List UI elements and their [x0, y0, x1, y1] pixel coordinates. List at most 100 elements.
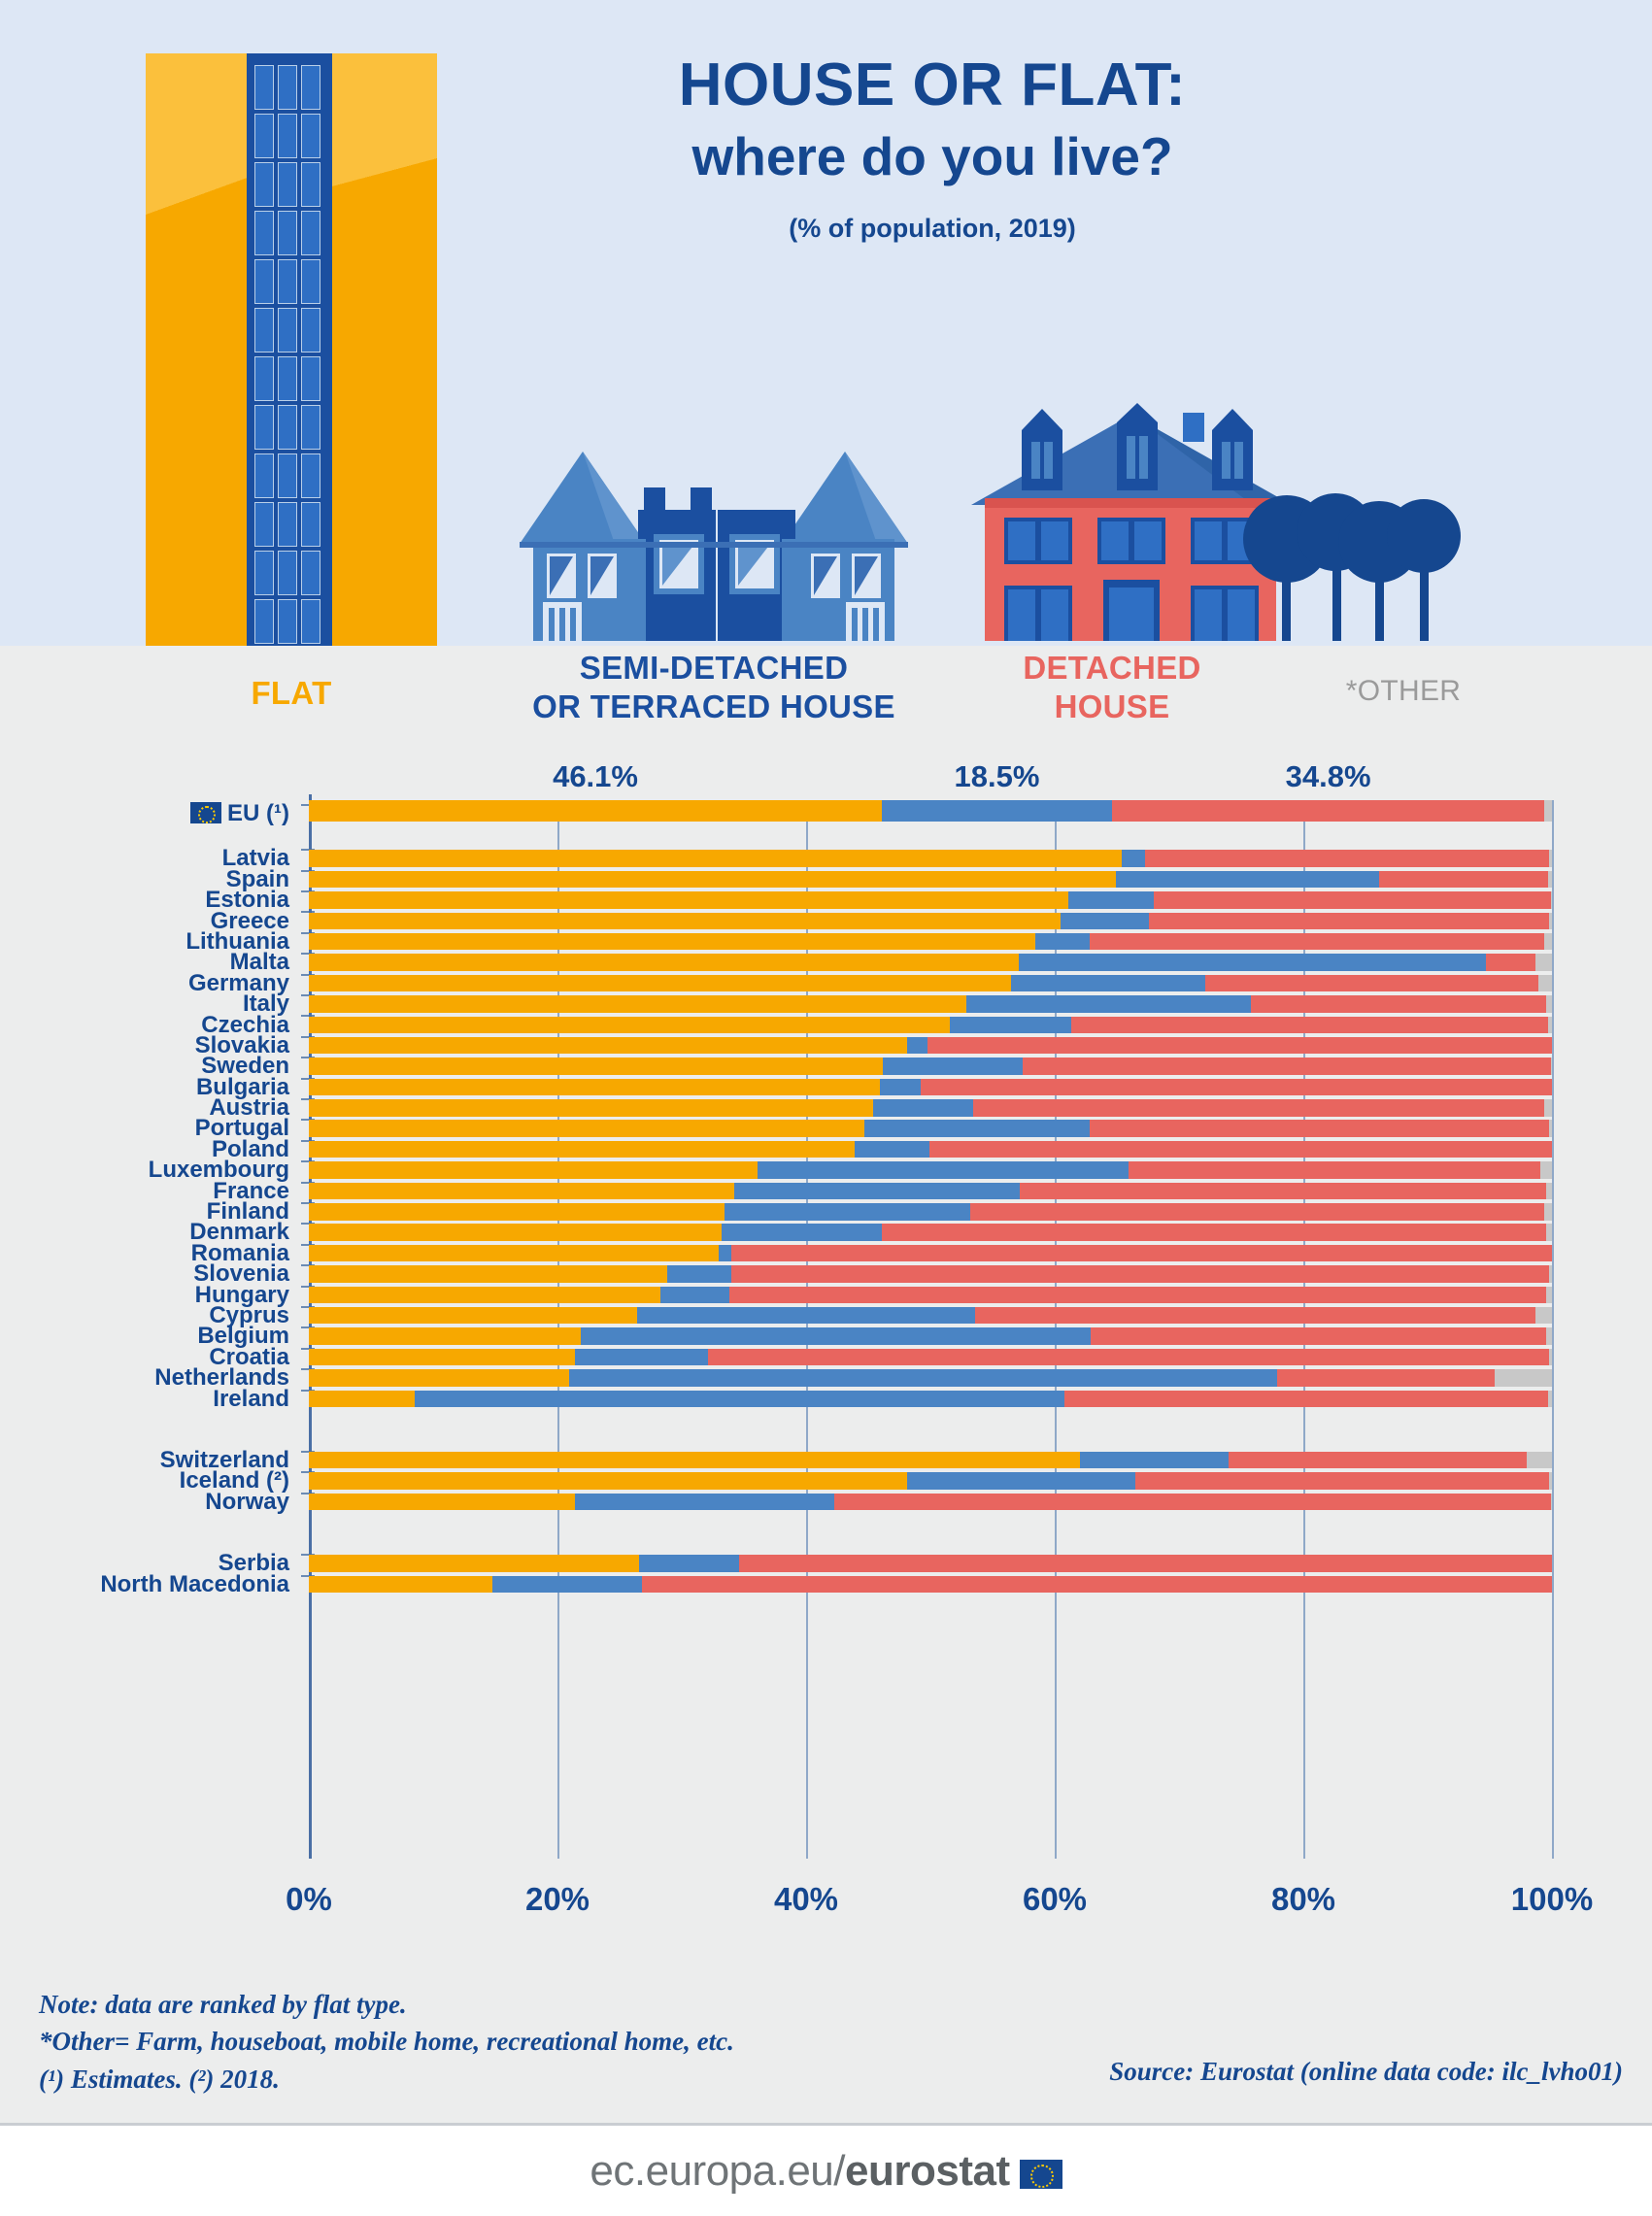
stacked-bar — [309, 1555, 1552, 1572]
row-label-country: Germany — [187, 969, 289, 996]
bar-segment-detached — [1128, 1161, 1541, 1179]
row-label-country: Greece — [210, 907, 289, 934]
bar-row — [309, 1263, 1552, 1284]
flat-tower-illustration — [146, 53, 437, 646]
bar-row — [309, 1201, 1552, 1222]
bar-segment-semi — [906, 1472, 1136, 1490]
bar-segment-other — [1548, 870, 1552, 889]
bar-segment-semi — [1122, 850, 1146, 867]
bar-segment-other — [1495, 1369, 1552, 1387]
row-label-country: Estonia — [205, 887, 289, 914]
legend-label-detached-line1: DETACHED — [1023, 650, 1201, 686]
y-axis-tick — [301, 1201, 315, 1204]
bar-row — [309, 1574, 1552, 1595]
y-axis-tick — [301, 1057, 315, 1059]
bar-segment-flat — [309, 1369, 569, 1387]
bar-row — [309, 1389, 1552, 1409]
bar-segment-other — [1549, 1120, 1552, 1137]
bar-segment-other — [1549, 912, 1552, 930]
bar-segment-other — [1549, 1472, 1552, 1490]
stacked-bar — [309, 1078, 1552, 1096]
row-label-country: Bulgaria — [195, 1073, 289, 1100]
bar-segment-semi — [639, 1555, 739, 1572]
tower-window — [278, 114, 297, 158]
bar-segment-detached — [1091, 1327, 1546, 1345]
bar-segment-flat — [309, 1451, 1080, 1469]
stacked-bar — [309, 1244, 1552, 1262]
legend: FLAT SEMI-DETACHED OR TERRACED HOUSE DET… — [0, 650, 1652, 759]
bar-row — [309, 1553, 1552, 1573]
bar-segment-semi — [883, 1058, 1023, 1075]
bar-segment-detached — [1149, 912, 1550, 930]
bar-segment-detached — [972, 1099, 1545, 1117]
y-axis-tick — [301, 1368, 315, 1371]
stacked-bar — [309, 1120, 1552, 1137]
tower-window — [278, 599, 297, 644]
bar-segment-flat — [309, 954, 1019, 971]
stacked-bar — [309, 1472, 1552, 1490]
y-axis-tick — [301, 1471, 315, 1474]
bar-row — [309, 973, 1552, 993]
bar-segment-detached — [1204, 974, 1538, 992]
legend-label-semi-line2: OR TERRACED HOUSE — [532, 688, 895, 725]
bar-segment-flat — [309, 1036, 907, 1055]
bar-row — [309, 890, 1552, 910]
tower-window — [278, 551, 297, 595]
bar-segment-semi — [581, 1327, 1092, 1345]
legend-item-detached: DETACHED HOUSE — [971, 649, 1253, 727]
bar-segment-semi — [724, 1203, 970, 1221]
bar-segment-semi — [660, 1286, 729, 1304]
stacked-bar — [309, 1575, 1552, 1593]
bar-segment-detached — [920, 1078, 1552, 1096]
bar-segment-flat — [309, 1016, 951, 1034]
bar-row — [309, 1015, 1552, 1035]
x-axis-tick-label: 0% — [286, 1881, 332, 1917]
bar-row — [309, 1470, 1552, 1491]
bar-row — [309, 993, 1552, 1014]
tower-windows — [251, 65, 332, 646]
y-axis-tick — [301, 1077, 315, 1080]
tower-window — [278, 308, 297, 353]
stacked-bar — [309, 1369, 1552, 1387]
tower-window — [278, 453, 297, 498]
bar-segment-other — [1545, 1182, 1552, 1200]
bar-segment-other — [1535, 1306, 1552, 1325]
row-label-country: Serbia — [218, 1550, 289, 1577]
spacer-row — [309, 1512, 1552, 1553]
trees-illustration — [1243, 493, 1461, 641]
bar-segment-semi — [666, 1265, 732, 1283]
eurostat-brand[interactable]: ec.europa.eu/eurostat — [590, 2147, 1062, 2196]
bar-segment-semi — [854, 1140, 929, 1158]
x-axis: 0% 20% 40% 60% 80% 100% — [286, 1881, 1593, 1939]
tower-window — [254, 551, 274, 595]
bar-segment-semi — [414, 1390, 1065, 1408]
row-label-country: Spain — [225, 865, 289, 892]
bar-segment-semi — [636, 1306, 976, 1325]
bar-segment-semi — [1061, 912, 1150, 930]
stacked-bar — [309, 1140, 1552, 1158]
x-axis-tick-label: 20% — [524, 1881, 590, 1917]
bar-segment-detached — [1379, 870, 1549, 889]
bar-segment-semi — [574, 1348, 708, 1366]
eu-value-labels: 46.1% 18.5% 34.8% — [0, 759, 1652, 800]
y-axis-tick — [301, 1554, 315, 1557]
bar-row — [309, 1056, 1552, 1076]
row-label-country: Croatia — [209, 1343, 289, 1370]
bar-row — [309, 911, 1552, 931]
legend-item-semi-detached: SEMI-DETACHED OR TERRACED HOUSE — [456, 649, 971, 727]
bar-row — [309, 1347, 1552, 1367]
row-label-country: France — [213, 1177, 289, 1204]
bar-segment-flat — [309, 1348, 575, 1366]
tower-window — [254, 114, 274, 158]
bar-segment-semi — [882, 800, 1112, 822]
y-axis-tick — [301, 1097, 315, 1100]
y-axis-tick — [301, 869, 315, 872]
bar-segment-other — [1545, 1224, 1552, 1241]
tower-window — [254, 502, 274, 547]
stacked-bar — [309, 1224, 1552, 1241]
row-label-country: Portugal — [194, 1115, 289, 1142]
bar-segment-detached — [969, 1203, 1545, 1221]
bar-segment-semi — [1018, 954, 1487, 971]
row-label-country: Hungary — [194, 1281, 289, 1308]
row-label-country: Luxembourg — [148, 1157, 289, 1184]
